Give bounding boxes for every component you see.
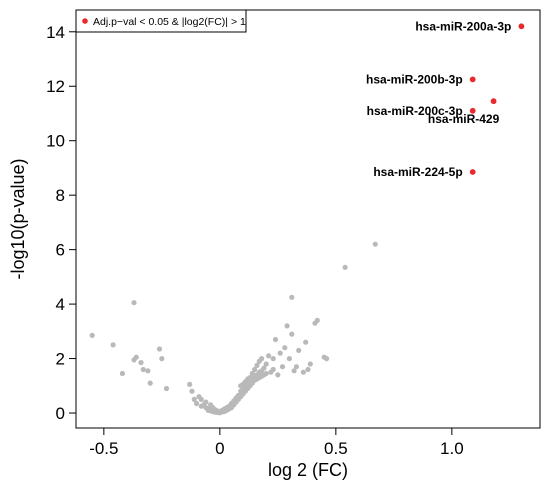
data-point xyxy=(300,369,306,375)
data-point xyxy=(307,361,313,367)
legend-box xyxy=(75,9,247,33)
data-point xyxy=(296,347,302,353)
significant-data-point xyxy=(469,76,476,83)
y-tick-label: 12 xyxy=(46,77,65,96)
data-point xyxy=(263,361,269,367)
data-point xyxy=(131,300,137,306)
non-significant-points xyxy=(89,241,378,416)
significant-data-point xyxy=(490,98,497,105)
data-point xyxy=(138,360,144,366)
y-tick-label: 4 xyxy=(56,295,65,314)
y-tick-label: 10 xyxy=(46,132,65,151)
y-tick-label: 0 xyxy=(56,404,65,423)
data-point xyxy=(194,400,200,407)
plot-frame xyxy=(75,9,541,429)
y-tick-label: 8 xyxy=(56,186,65,205)
data-point xyxy=(289,331,295,337)
data-point xyxy=(198,396,204,402)
data-point xyxy=(187,381,193,387)
data-point xyxy=(189,388,195,394)
x-tick-label: 0.5 xyxy=(324,439,348,458)
data-point xyxy=(282,345,288,351)
data-point xyxy=(372,241,378,247)
data-point xyxy=(140,366,146,373)
data-point xyxy=(89,332,95,338)
data-point xyxy=(266,353,272,359)
data-point xyxy=(286,356,292,362)
x-tick-label: 1.0 xyxy=(440,439,464,458)
legend: Adj.p−val < 0.05 & |log2(FC)| > 1 xyxy=(75,9,247,33)
legend-entry-label: Adj.p−val < 0.05 & |log2(FC)| > 1 xyxy=(93,16,246,28)
data-point xyxy=(156,346,163,352)
data-point xyxy=(147,380,153,386)
y-tick-label: 2 xyxy=(56,350,65,369)
data-point xyxy=(275,372,281,378)
data-point xyxy=(263,370,269,377)
point-label: hsa-miR-429 xyxy=(428,112,500,126)
y-tick-label: 6 xyxy=(56,241,65,260)
x-axis: -0.5 0 0.5 1.0 xyxy=(89,428,464,458)
y-axis: 0 2 4 6 8 10 12 14 xyxy=(46,23,76,423)
data-point xyxy=(324,356,330,362)
data-point xyxy=(284,323,290,329)
data-point xyxy=(145,368,151,374)
data-point xyxy=(203,399,209,405)
data-point xyxy=(119,370,125,377)
point-label: hsa-miR-200c-3p xyxy=(367,104,463,118)
significant-data-point xyxy=(469,107,476,114)
significant-points xyxy=(469,23,525,175)
data-point xyxy=(272,336,279,343)
data-point xyxy=(163,385,170,392)
data-point xyxy=(252,366,258,373)
data-point xyxy=(270,356,276,362)
data-point xyxy=(342,264,348,270)
data-point xyxy=(289,294,295,300)
y-axis-title: -log10(p-value) xyxy=(8,158,28,279)
point-label: hsa-miR-224-5p xyxy=(373,165,462,179)
data-point xyxy=(270,366,276,373)
significant-data-point xyxy=(469,169,476,175)
y-tick-label: 14 xyxy=(46,23,65,42)
x-tick-label: -0.5 xyxy=(89,439,118,458)
data-point xyxy=(293,364,299,370)
data-point xyxy=(303,339,309,345)
x-axis-title: log 2 (FC) xyxy=(268,460,348,480)
significant-point-labels: hsa-miR-200a-3p hsa-miR-200b-3p hsa-miR-42… xyxy=(366,19,511,179)
data-point xyxy=(259,356,265,362)
data-point xyxy=(191,396,197,402)
significant-data-point xyxy=(518,23,525,30)
data-point xyxy=(277,350,283,356)
plot-border xyxy=(75,9,541,429)
data-point xyxy=(254,362,260,368)
legend-marker xyxy=(82,18,88,24)
data-point xyxy=(305,366,311,373)
point-label: hsa-miR-200b-3p xyxy=(366,72,463,86)
x-tick-label: 0 xyxy=(215,439,224,458)
point-label: hsa-miR-200a-3p xyxy=(415,19,511,33)
data-point xyxy=(133,354,139,360)
data-point xyxy=(159,356,165,362)
data-point xyxy=(314,317,320,323)
data-point xyxy=(279,364,286,370)
data-point xyxy=(110,342,116,348)
data-point xyxy=(261,365,267,371)
data-point xyxy=(291,368,297,374)
